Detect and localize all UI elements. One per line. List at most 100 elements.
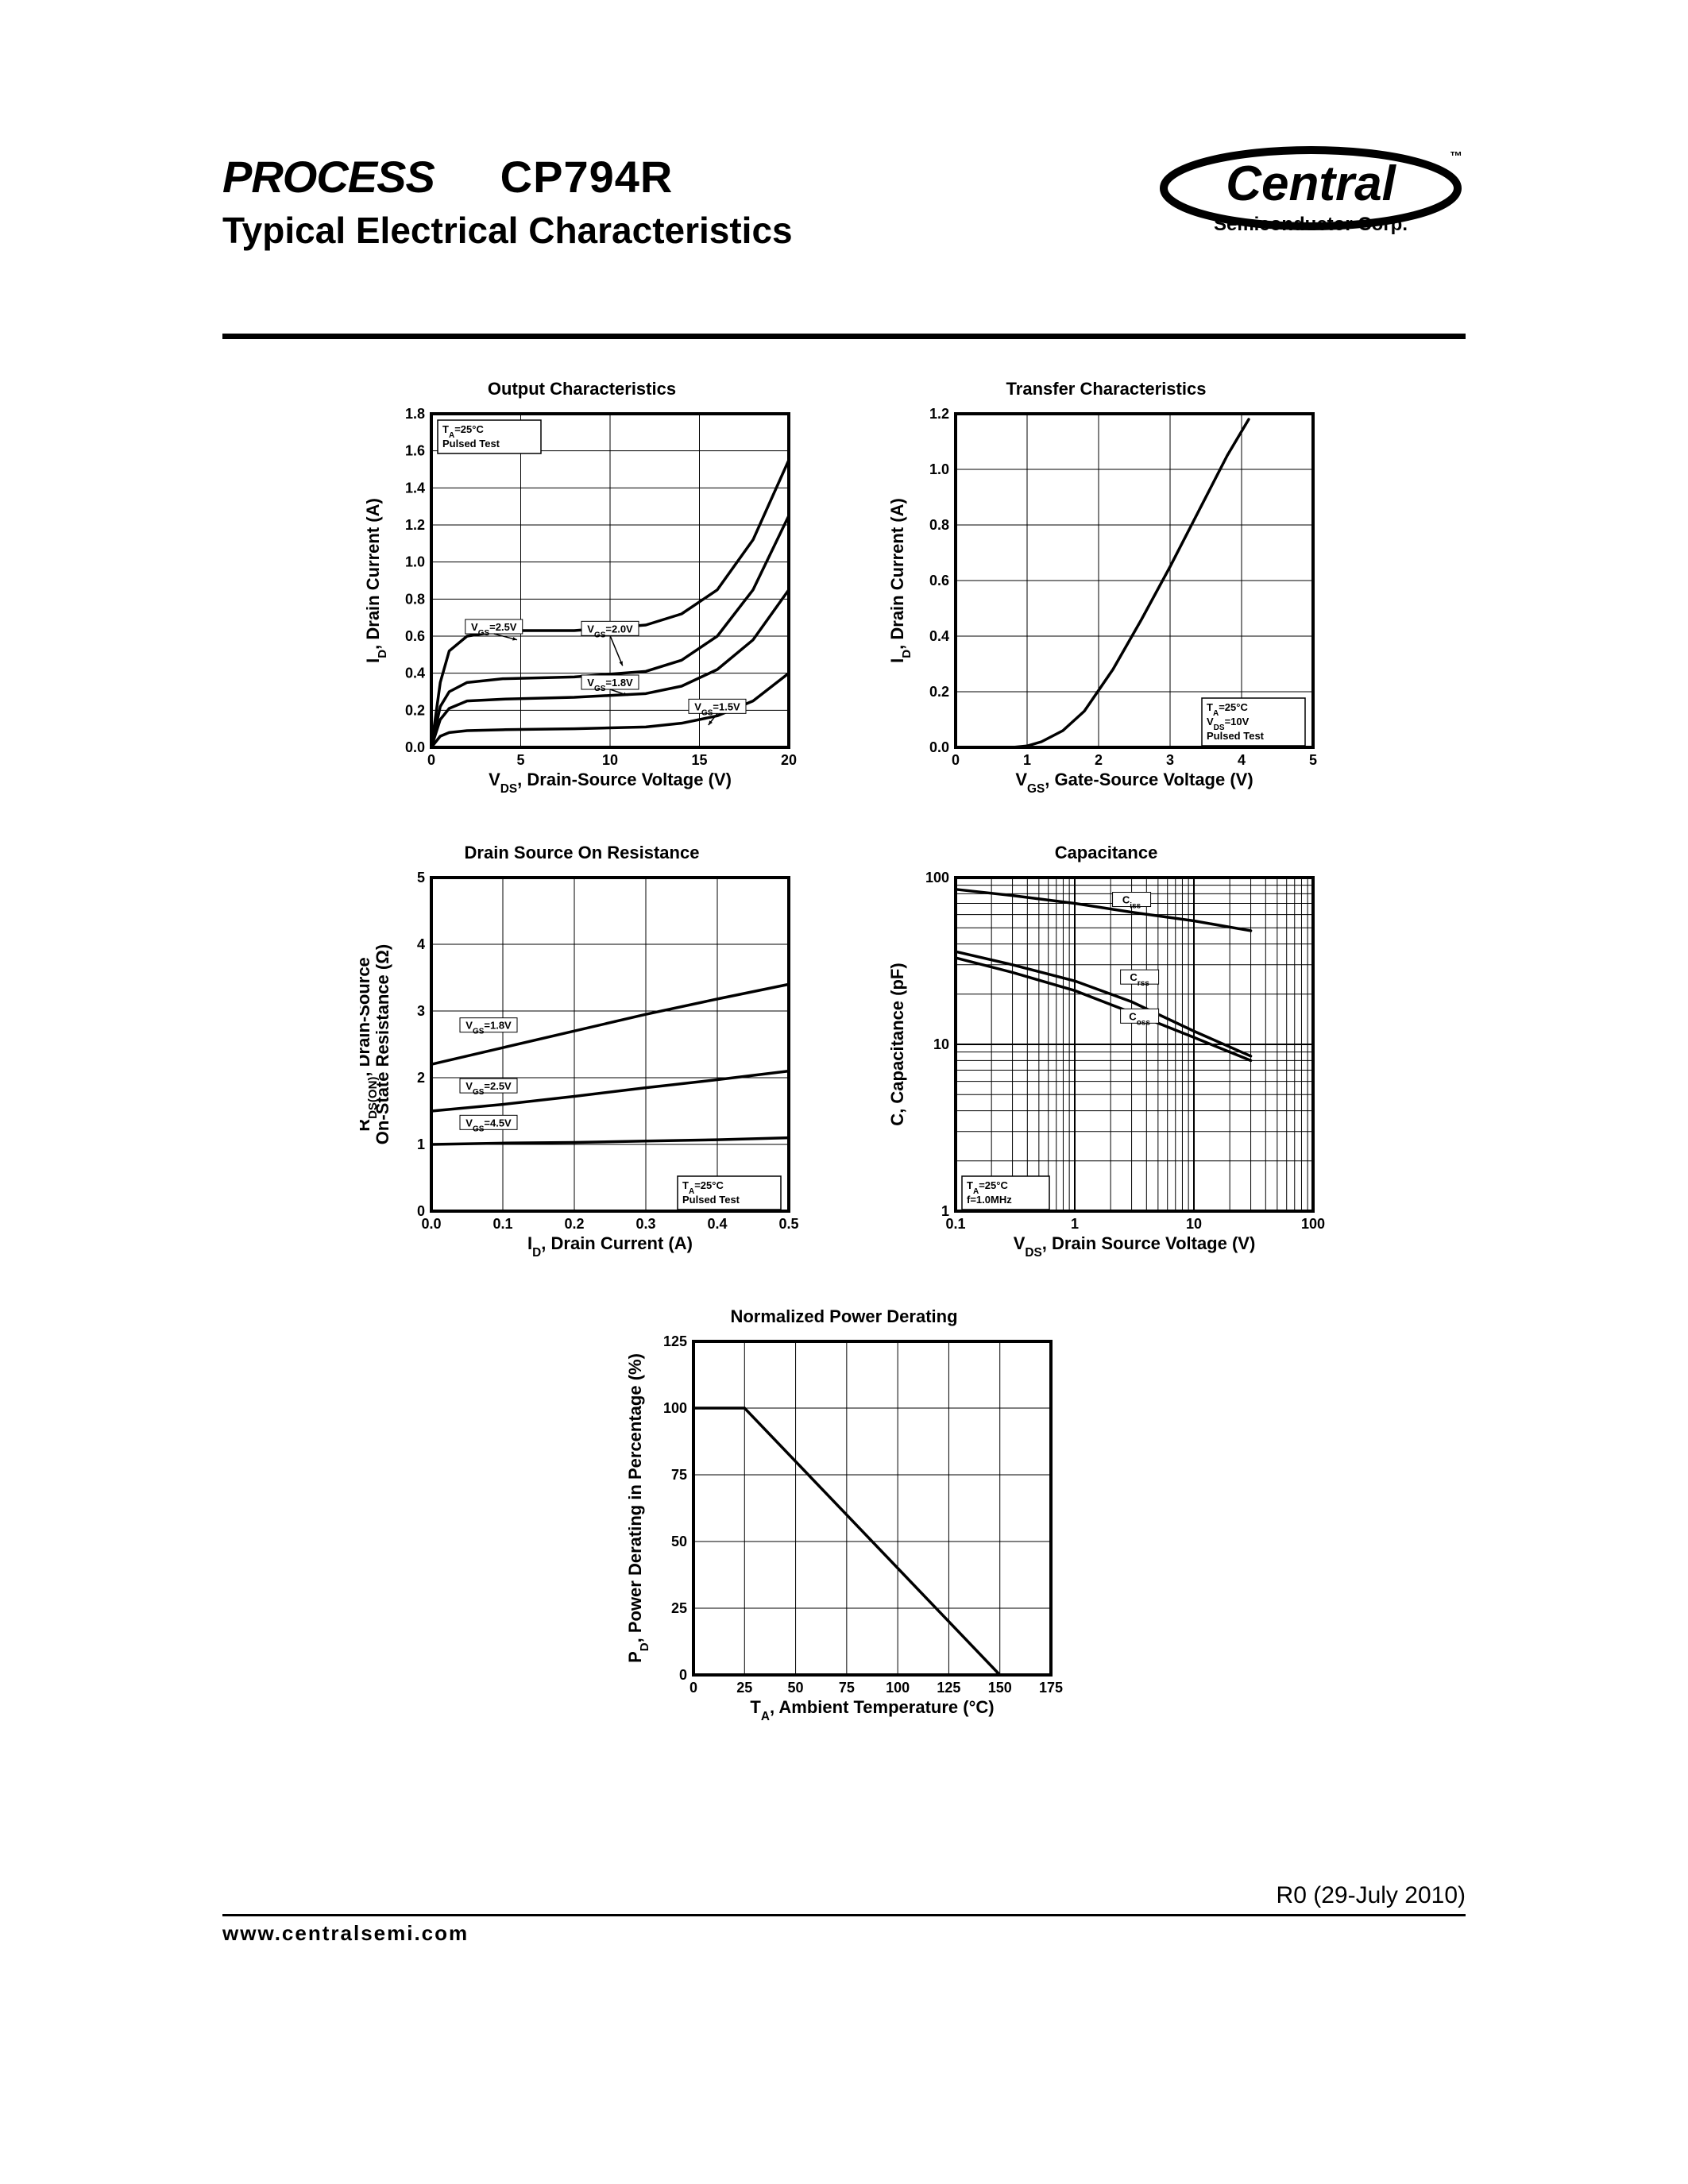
svg-text:25: 25 [670,1600,686,1616]
svg-text:0: 0 [678,1667,686,1683]
svg-text:1.8: 1.8 [404,406,424,422]
svg-text:2: 2 [1094,752,1102,768]
chart-rdson-svg: 0.00.10.20.30.40.5012345VGS=1.8VVGS=2.5V… [360,870,805,1259]
svg-text:75: 75 [838,1680,854,1696]
svg-text:175: 175 [1038,1680,1062,1696]
svg-text:0.2: 0.2 [564,1216,584,1232]
footer-url: www.centralsemi.com [222,1921,1466,1946]
svg-text:1: 1 [1022,752,1030,768]
svg-text:10: 10 [601,752,617,768]
svg-text:ID, Drain Current (A): ID, Drain Current (A) [887,498,914,663]
svg-text:0.4: 0.4 [707,1216,727,1232]
chart-output-svg: 051015200.00.20.40.60.81.01.21.41.61.8VG… [360,406,805,795]
svg-text:25: 25 [736,1680,752,1696]
svg-text:0: 0 [951,752,959,768]
svg-text:0.1: 0.1 [492,1216,512,1232]
svg-text:ID, Drain Current (A): ID, Drain Current (A) [363,498,389,663]
svg-text:10: 10 [1185,1216,1201,1232]
svg-text:0: 0 [416,1203,424,1219]
svg-text:100: 100 [662,1400,686,1416]
svg-text:50: 50 [670,1534,686,1549]
footer: R0 (29-July 2010) www.centralsemi.com [222,1882,1466,1946]
chart-cap: Capacitance 0.1110100110100CissCrssCossT… [884,843,1329,1259]
svg-text:Pulsed Test: Pulsed Test [442,438,500,450]
chart-transfer-svg: 0123450.00.20.40.60.81.01.2TA=25°CVDS=10… [884,406,1329,795]
svg-text:0.4: 0.4 [929,628,948,644]
svg-text:15: 15 [691,752,707,768]
svg-text:1: 1 [1070,1216,1078,1232]
svg-text:10: 10 [933,1036,948,1052]
svg-text:0.5: 0.5 [778,1216,798,1232]
svg-text:0.4: 0.4 [404,666,424,681]
svg-text:1: 1 [941,1203,948,1219]
chart-derating-svg: 02550751001251501750255075100125TA, Ambi… [622,1333,1067,1723]
part-number: CP794R [500,152,674,202]
svg-text:C, Capacitance (pF): C, Capacitance (pF) [887,963,907,1125]
svg-text:1.2: 1.2 [929,406,948,422]
svg-text:150: 150 [987,1680,1011,1696]
central-logo: Central ™ Semiconductor Corp. [1156,145,1466,240]
svg-text:4: 4 [416,936,424,952]
svg-text:f=1.0MHz: f=1.0MHz [967,1194,1012,1206]
svg-text:0.6: 0.6 [929,573,948,588]
process-word: PROCESS [222,152,435,202]
svg-text:125: 125 [662,1333,686,1349]
svg-text:1.0: 1.0 [404,554,424,570]
svg-text:Pulsed Test: Pulsed Test [682,1194,740,1206]
chart-output-title: Output Characteristics [488,379,676,399]
chart-derating-title: Normalized Power Derating [730,1306,957,1327]
chart-transfer-title: Transfer Characteristics [1006,379,1207,399]
svg-text:0.8: 0.8 [404,591,424,607]
svg-text:RDS(ON), Drain-SourceOn-State: RDS(ON), Drain-SourceOn-State Resistance… [360,944,392,1144]
header-rule [222,334,1466,339]
svg-text:VDS, Drain-Source Voltage (V): VDS, Drain-Source Voltage (V) [489,770,732,795]
svg-text:20: 20 [780,752,796,768]
chart-cap-svg: 0.1110100110100CissCrssCossTA=25°Cf=1.0M… [884,870,1329,1259]
svg-text:0.0: 0.0 [404,739,424,755]
chart-cap-title: Capacitance [1055,843,1158,863]
svg-text:1.4: 1.4 [404,480,424,496]
svg-text:1.6: 1.6 [404,443,424,459]
svg-text:3: 3 [1165,752,1173,768]
chart-rdson-title: Drain Source On Resistance [465,843,700,863]
svg-text:1: 1 [416,1136,424,1152]
svg-text:0.6: 0.6 [404,628,424,644]
logo-main-text: Central [1226,156,1396,211]
svg-text:5: 5 [516,752,524,768]
svg-text:VDS, Drain Source Voltage (V): VDS, Drain Source Voltage (V) [1013,1233,1255,1259]
svg-text:0.2: 0.2 [404,702,424,718]
svg-text:125: 125 [937,1680,960,1696]
svg-text:5: 5 [416,870,424,886]
svg-text:ID, Drain Current (A): ID, Drain Current (A) [527,1233,693,1259]
svg-text:75: 75 [670,1467,686,1483]
svg-text:4: 4 [1237,752,1245,768]
svg-text:5: 5 [1308,752,1316,768]
svg-text:1.2: 1.2 [404,517,424,533]
svg-text:1.0: 1.0 [929,461,948,477]
svg-text:0.8: 0.8 [929,517,948,533]
chart-output: Output Characteristics 0 5 10 15 20 0.0 0.2 0.4… [360,379,805,795]
svg-text:0.2: 0.2 [929,684,948,700]
chart-transfer: Transfer Characteristics 0 1 2 3 4 5 0.0 0.2 0.4… [884,379,1329,795]
svg-text:100: 100 [925,870,948,886]
svg-text:2: 2 [416,1070,424,1086]
svg-text:Pulsed Test: Pulsed Test [1207,730,1265,742]
svg-text:0: 0 [689,1680,697,1696]
svg-text:0: 0 [427,752,435,768]
svg-text:3: 3 [416,1003,424,1019]
svg-text:100: 100 [886,1680,910,1696]
logo-sub-text: Semiconductor Corp. [1214,214,1408,235]
svg-text:50: 50 [787,1680,803,1696]
svg-text:0.3: 0.3 [635,1216,655,1232]
chart-derating: Normalized Power Derating 0 25 50 75 100 125 1… [622,1306,1067,1723]
logo-tm: ™ [1450,150,1462,164]
charts-container: Output Characteristics 051015200.00.20.4… [222,379,1466,1723]
revision-text: R0 (29-July 2010) [222,1882,1466,1909]
svg-text:TA, Ambient Temperature (°C): TA, Ambient Temperature (°C) [750,1697,994,1723]
svg-text:100: 100 [1300,1216,1324,1232]
svg-text:PD, Power Derating in Percenta: PD, Power Derating in Percentage (%) [625,1353,651,1663]
svg-text:0.0: 0.0 [929,739,948,755]
header: PROCESS CP794R Typical Electrical Charac… [222,151,1466,310]
chart-rdson: Drain Source On Resistance 0.00.10.20.30… [360,843,805,1259]
footer-rule [222,1914,1466,1916]
